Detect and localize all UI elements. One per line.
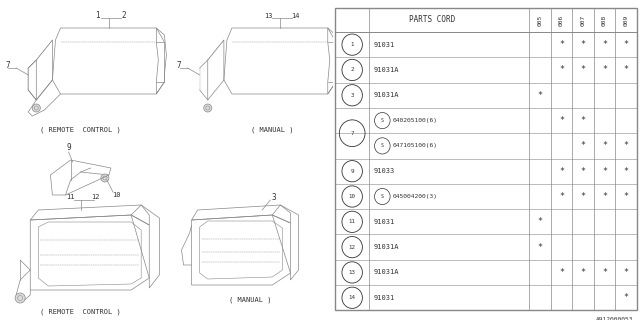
Text: *: * xyxy=(602,141,607,150)
Text: *: * xyxy=(580,192,586,201)
Text: 7: 7 xyxy=(177,61,181,70)
Text: 91031: 91031 xyxy=(374,295,395,301)
Circle shape xyxy=(32,104,40,112)
Text: *: * xyxy=(623,293,628,302)
Text: 006: 006 xyxy=(559,14,564,26)
Text: 005: 005 xyxy=(538,14,543,26)
Text: *: * xyxy=(623,40,628,49)
Text: ( REMOTE  CONTROL ): ( REMOTE CONTROL ) xyxy=(40,127,121,133)
Text: 009: 009 xyxy=(623,14,628,26)
Text: *: * xyxy=(580,167,586,176)
Text: 14: 14 xyxy=(291,13,300,19)
Text: 10: 10 xyxy=(349,194,356,199)
Text: ( REMOTE  CONTROL ): ( REMOTE CONTROL ) xyxy=(40,309,121,315)
Text: *: * xyxy=(538,243,543,252)
Text: 91031A: 91031A xyxy=(374,244,399,250)
Text: *: * xyxy=(623,192,628,201)
Text: PARTS CORD: PARTS CORD xyxy=(409,15,455,25)
Text: 12: 12 xyxy=(92,194,100,200)
Text: 7: 7 xyxy=(5,61,10,70)
Text: S: S xyxy=(381,143,384,148)
Text: *: * xyxy=(602,40,607,49)
Text: 91031: 91031 xyxy=(374,219,395,225)
Text: *: * xyxy=(538,91,543,100)
Text: *: * xyxy=(559,66,564,75)
Text: *: * xyxy=(559,40,564,49)
Text: 2: 2 xyxy=(122,12,126,20)
Text: ( MANUAL ): ( MANUAL ) xyxy=(251,127,294,133)
Text: 3: 3 xyxy=(272,193,276,202)
Text: *: * xyxy=(580,66,586,75)
Text: *: * xyxy=(559,167,564,176)
Text: *: * xyxy=(559,192,564,201)
Text: 040205100(6): 040205100(6) xyxy=(393,118,438,123)
Text: 91031A: 91031A xyxy=(374,67,399,73)
Text: *: * xyxy=(623,167,628,176)
Text: 12: 12 xyxy=(349,244,356,250)
Text: 2: 2 xyxy=(351,68,354,72)
Text: 7: 7 xyxy=(351,131,354,136)
Text: 3: 3 xyxy=(351,93,354,98)
Circle shape xyxy=(101,174,109,182)
Text: 91031: 91031 xyxy=(374,42,395,48)
Text: 9: 9 xyxy=(67,143,71,153)
Text: 045004200(3): 045004200(3) xyxy=(393,194,438,199)
Text: *: * xyxy=(559,268,564,277)
Text: *: * xyxy=(623,66,628,75)
Text: 1: 1 xyxy=(95,12,100,20)
Text: *: * xyxy=(580,116,586,125)
Text: 9: 9 xyxy=(351,169,354,174)
Text: 10: 10 xyxy=(112,192,120,198)
Text: 13: 13 xyxy=(264,13,273,19)
Text: 91031A: 91031A xyxy=(374,92,399,98)
Text: *: * xyxy=(602,167,607,176)
Text: S: S xyxy=(381,194,384,199)
Text: *: * xyxy=(580,40,586,49)
Text: *: * xyxy=(602,192,607,201)
Text: 007: 007 xyxy=(580,14,586,26)
Text: *: * xyxy=(623,268,628,277)
Text: 047105100(6): 047105100(6) xyxy=(393,143,438,148)
Text: S: S xyxy=(381,118,384,123)
Text: *: * xyxy=(559,116,564,125)
Text: *: * xyxy=(602,268,607,277)
Text: *: * xyxy=(602,66,607,75)
Circle shape xyxy=(15,293,25,303)
Text: ( MANUAL ): ( MANUAL ) xyxy=(229,297,271,303)
Text: 91033: 91033 xyxy=(374,168,395,174)
Text: 11: 11 xyxy=(349,219,356,224)
Text: *: * xyxy=(580,141,586,150)
Text: 11: 11 xyxy=(67,194,75,200)
Text: 008: 008 xyxy=(602,14,607,26)
Text: *: * xyxy=(538,217,543,226)
Circle shape xyxy=(204,104,212,112)
Text: 1: 1 xyxy=(351,42,354,47)
Text: *: * xyxy=(580,268,586,277)
Text: 13: 13 xyxy=(349,270,356,275)
Text: *: * xyxy=(623,141,628,150)
Text: 91031A: 91031A xyxy=(374,269,399,276)
Text: 14: 14 xyxy=(349,295,356,300)
Text: A912000053: A912000053 xyxy=(596,317,634,320)
